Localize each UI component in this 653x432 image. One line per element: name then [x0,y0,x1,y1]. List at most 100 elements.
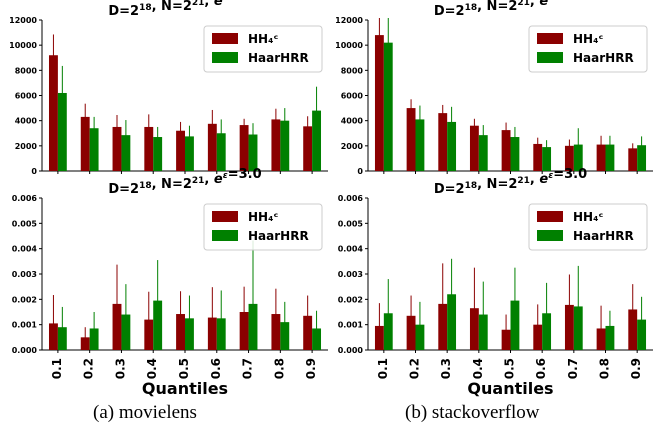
bar-hh4c [374,35,384,171]
legend-label-haarhrr: HaarHRR [573,51,634,65]
x-tick-label: 0.6 [534,358,548,379]
y-tick-label: 12000 [9,16,37,25]
x-tick-label: 0.1 [376,358,390,379]
x-tick-label: 0.3 [113,358,127,379]
bar-hh4c [533,143,543,171]
y-tick-label: 12000 [335,16,363,25]
bar-haarhrr [57,92,67,171]
bar-haarhrr [415,119,425,171]
bar-haarhrr [637,145,647,171]
bar-haarhrr [478,135,488,171]
y-tick-label: 0.006 [12,194,38,203]
chart-panel-top-left: D=218, N=221, eε=3.0 0 2000 4000 6000 8000 100… [9,0,328,176]
legend-swatch-hh4c [212,33,238,44]
bar-hh4c [628,148,638,171]
y-tick-label: 4000 [15,117,38,126]
bar-haarhrr [248,134,258,171]
y-tick-label: 8000 [341,66,364,75]
legend-swatch-hh4c [212,211,238,222]
legend-label-haarhrr: HaarHRR [248,229,309,243]
y-tick-label: 0.006 [338,194,364,203]
y-tick-label: 0.000 [338,346,364,355]
x-tick-label: 0.6 [209,358,223,379]
y-tick-label: 0.001 [12,321,38,330]
bar-hh4c [207,123,217,171]
bar-hh4c [501,130,511,171]
y-tick-label: 0.002 [12,295,37,304]
legend-label-haarhrr: HaarHRR [573,229,634,243]
x-tick-label: 0.7 [566,358,580,379]
y-tick-label: 6000 [341,92,364,101]
chart-panel-bottom-right: D=218, N=221, eε=3.0 0.000 0.001 0.002 0.003… [338,167,653,398]
bar-haarhrr [121,135,131,171]
legend-label-hh4c: HH₄ᶜ [248,32,278,46]
x-tick-label: 0.8 [272,358,286,379]
y-tick-label: 0.004 [12,245,38,254]
bar-hh4c [144,126,154,171]
bar-hh4c [438,113,448,171]
bar-hh4c [176,130,185,171]
legend-label-hh4c: HH₄ᶜ [248,210,278,224]
y-tick-label: 4000 [341,117,364,126]
y-tick-label: 10000 [335,41,363,50]
y-tick-label: 0.003 [338,270,363,279]
bar-hh4c [48,55,58,171]
y-tick-label: 0 [357,167,363,176]
bar-hh4c [239,125,249,171]
bar-hh4c [112,126,122,171]
y-tick-label: 0.004 [338,245,364,254]
x-tick-label: 0.5 [503,358,517,379]
legend-swatch-hh4c [537,33,563,44]
legend-swatch-hh4c [537,211,563,222]
x-tick-label: 0.4 [145,358,159,379]
x-tick-label: 0.1 [50,358,64,379]
bar-hh4c [271,119,281,171]
bar-hh4c [303,126,313,171]
bar-haarhrr [216,133,226,171]
legend-label-hh4c: HH₄ᶜ [573,32,603,46]
x-tick-label: 0.4 [471,358,485,379]
legend: HH₄ᶜ HaarHRR [528,25,648,73]
bar-haarhrr [312,110,322,171]
bar-haarhrr [542,147,552,171]
bar-haarhrr [510,137,520,171]
bar-hh4c [80,116,90,171]
bar-haarhrr [153,137,163,171]
chart-panel-top-right: D=218, N=221, eε=3.0 0 2000 4000 6000 8000 100… [335,0,653,176]
caption-movielens: (a) movielens [93,402,197,423]
bar-haarhrr [185,136,194,171]
x-tick-label: 0.9 [629,358,643,379]
x-axis-label: Quantiles [467,379,553,398]
bar-haarhrr [605,144,615,171]
y-tick-label: 0.002 [338,295,363,304]
bar-haarhrr [89,128,99,171]
y-tick-label: 0.003 [12,270,37,279]
chart-panel-bottom-left: D=218, N=221, eε=3.0 0.000 0.001 0.002 0.003… [12,167,328,398]
legend-swatch-haarhrr [537,52,563,63]
x-tick-label: 0.8 [598,358,612,379]
chart-title: D=218, N=221, eε=3.0 [108,167,261,197]
bar-haarhrr [383,42,393,172]
bar-hh4c [564,145,574,171]
y-tick-label: 6000 [15,92,38,101]
bar-hh4c [469,125,479,171]
x-axis-label: Quantiles [142,379,228,398]
x-tick-label: 0.9 [304,358,318,379]
bar-haarhrr [447,121,457,171]
chart-title: D=218, N=221, eε=3.0 [434,167,587,197]
x-tick-label: 0.2 [408,358,422,379]
y-tick-label: 8000 [15,66,38,75]
chart-title: D=218, N=221, eε=3.0 [434,0,587,19]
y-tick-label: 0.001 [338,321,364,330]
bar-hh4c [596,144,606,171]
y-tick-label: 2000 [341,142,364,151]
y-tick-label: 0.005 [338,219,364,228]
x-tick-label: 0.2 [82,358,96,379]
y-tick-label: 0.000 [12,346,38,355]
legend-swatch-haarhrr [537,230,563,241]
x-tick-label: 0.3 [439,358,453,379]
bar-haarhrr [280,120,290,171]
legend-swatch-haarhrr [212,52,238,63]
legend: HH₄ᶜ HaarHRR [203,203,323,251]
